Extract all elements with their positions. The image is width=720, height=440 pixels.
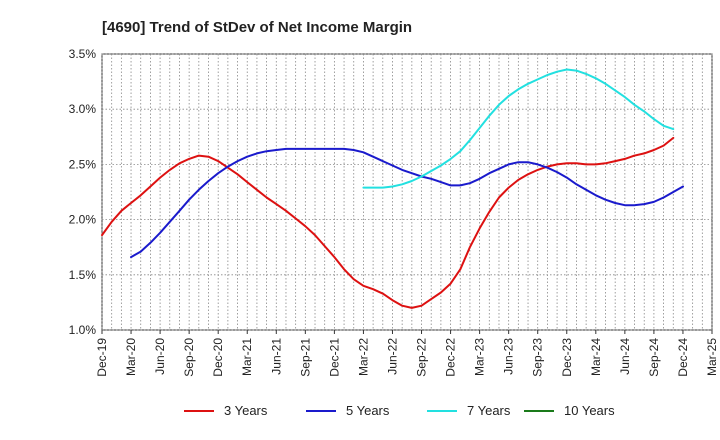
y-axis: 1.0% 1.5% 2.0% 2.5% 3.0% 3.5%	[69, 47, 97, 337]
x-tick-label: Sep-21	[298, 338, 312, 377]
x-tick-label: Dec-22	[444, 338, 458, 377]
x-tick-label: Mar-20	[124, 338, 138, 376]
series-layer	[101, 68, 684, 309]
plot-frame	[101, 53, 713, 331]
series-line-3-years	[101, 136, 675, 309]
x-tick-label: Dec-19	[95, 338, 109, 377]
x-tick-label: Sep-24	[647, 338, 661, 377]
x-tick-label: Dec-23	[560, 338, 574, 377]
legend-label: 7 Years	[467, 403, 511, 418]
x-tick-label: Jun-21	[269, 338, 283, 375]
x-axis: Dec-19 Mar-20 Jun-20 Sep-20 Dec-20 Mar-21 Jun-…	[95, 330, 719, 377]
x-tick-label: Jun-24	[618, 338, 632, 375]
legend-label: 5 Years	[346, 403, 390, 418]
x-tick-label: Jun-20	[153, 338, 167, 375]
legend-label: 3 Years	[224, 403, 268, 418]
x-tick-label: Mar-25	[705, 338, 719, 376]
y-tick-label: 3.0%	[69, 102, 97, 116]
y-tick-label: 3.5%	[69, 47, 97, 61]
x-tick-label: Dec-24	[676, 338, 690, 377]
y-tick-label: 1.0%	[69, 323, 97, 337]
y-tick-label: 2.5%	[69, 157, 97, 171]
x-tick-label: Mar-21	[240, 338, 254, 376]
x-tick-label: Sep-23	[531, 338, 545, 377]
chart-title: [4690] Trend of StDev of Net Income Marg…	[102, 19, 412, 36]
x-tick-label: Jun-23	[502, 338, 516, 375]
legend-label: 10 Years	[564, 403, 615, 418]
x-tick-label: Sep-20	[182, 338, 196, 377]
x-tick-label: Dec-21	[327, 338, 341, 377]
y-tick-label: 1.5%	[69, 268, 97, 282]
series-line-7-years	[362, 68, 675, 189]
series-line-5-years	[130, 147, 684, 259]
x-tick-label: Mar-22	[356, 338, 370, 376]
plot-area	[101, 53, 713, 331]
x-tick-label: Dec-20	[211, 338, 225, 377]
x-tick-label: Mar-24	[589, 338, 603, 376]
x-tick-label: Jun-22	[385, 338, 399, 375]
legend: 3 Years 5 Years 7 Years 10 Years	[184, 403, 615, 418]
x-tick-label: Mar-23	[473, 338, 487, 376]
y-tick-label: 2.0%	[69, 213, 97, 227]
x-tick-label: Sep-22	[415, 338, 429, 377]
